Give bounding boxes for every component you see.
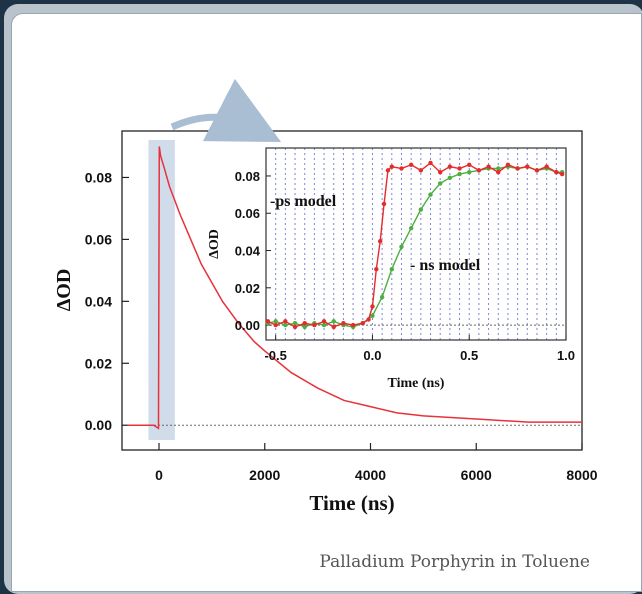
inset-data-point xyxy=(331,324,336,330)
inset-data-point xyxy=(302,321,307,326)
main-y-tick-label: 0.08 xyxy=(85,169,112,185)
inset-data-point xyxy=(321,322,327,328)
inset-x-tick-label: 0.0 xyxy=(363,348,381,363)
inset-data-point xyxy=(377,239,383,244)
inset-data-point xyxy=(370,304,375,309)
inset-data-point xyxy=(418,168,424,173)
inset-x-tick-label: 0.5 xyxy=(460,348,478,363)
inset-data-point xyxy=(312,322,317,328)
main-x-axis-label: Time (ns) xyxy=(309,491,394,515)
inset-data-point xyxy=(265,319,271,324)
inset-data-point xyxy=(385,168,391,173)
inset-data-point xyxy=(302,324,307,330)
inset-data-point xyxy=(389,164,395,169)
inset-data-point xyxy=(389,266,395,272)
inset-data-point xyxy=(525,164,530,169)
inset-y-tick-label: 0.06 xyxy=(235,206,260,221)
inset-y-tick-label: 0.08 xyxy=(235,169,260,184)
inset-data-point xyxy=(437,181,443,186)
inset-data-point xyxy=(273,319,278,324)
zoom-arrow xyxy=(170,78,282,142)
inset-chart: 0.00 0.02 0.04 0.06 0.08 -0.5 0.0 0.5 1.0 Time … xyxy=(207,147,575,391)
inset-data-point xyxy=(331,319,336,324)
inset-data-point xyxy=(467,170,472,175)
inset-data-point xyxy=(515,166,520,171)
inset-data-point xyxy=(350,322,356,328)
inset-data-point xyxy=(476,168,482,173)
inset-x-ticks: -0.5 0.0 0.5 1.0 xyxy=(264,335,575,363)
inset-data-point xyxy=(554,170,559,175)
inset-data-point xyxy=(428,160,433,166)
figure-caption: Palladium Porphyrin in Toluene xyxy=(319,552,590,572)
inset-data-point xyxy=(292,324,298,330)
main-chart: 0.00 0.02 0.04 0.06 0.08 0 2000 4000 6000 8000 T… xyxy=(53,130,598,515)
inset-plot-frame xyxy=(265,147,567,341)
inset-data-point xyxy=(370,313,375,318)
inset-ps-model-points xyxy=(265,160,565,330)
main-x-tick-label: 8000 xyxy=(566,467,597,483)
inset-data-point xyxy=(418,207,424,212)
inset-data-point xyxy=(273,322,278,328)
inset-y-tick-label: 0.00 xyxy=(235,318,260,333)
ns-model-annotation: - ns model xyxy=(410,257,481,274)
inset-data-point xyxy=(321,319,327,324)
inset-x-tick-label: 1.0 xyxy=(557,348,575,363)
main-plot-frame xyxy=(121,130,583,451)
main-y-axis-label: ΔOD xyxy=(53,269,75,312)
inset-data-point xyxy=(399,244,404,249)
inset-x-tick-label: -0.5 xyxy=(264,348,286,363)
main-y-tick-label: 0.06 xyxy=(85,231,112,247)
inset-data-point xyxy=(437,170,443,175)
inset-x-axis-label: Time (ns) xyxy=(388,376,445,391)
inset-data-point xyxy=(283,322,288,328)
main-x-ticks: 0 2000 4000 6000 8000 xyxy=(155,443,598,483)
inset-y-ticks: 0.00 0.02 0.04 0.06 0.08 xyxy=(235,169,271,333)
main-x-tick-label: 0 xyxy=(155,467,163,483)
inset-data-point xyxy=(457,166,462,171)
inset-y-tick-label: 0.04 xyxy=(235,244,261,259)
inset-y-tick-label: 0.02 xyxy=(235,281,260,296)
inset-data-point xyxy=(374,266,379,272)
main-x-tick-label: 6000 xyxy=(461,467,492,483)
inset-data-point xyxy=(505,162,511,167)
inset-data-point xyxy=(457,171,462,177)
inset-data-point xyxy=(428,192,433,197)
inset-background xyxy=(266,148,566,340)
inset-grid-lines xyxy=(275,148,557,340)
inset-data-point xyxy=(534,168,540,173)
main-decay-series xyxy=(127,146,582,430)
inset-data-point xyxy=(360,321,365,326)
inset-data-point xyxy=(381,201,387,207)
inset-data-point xyxy=(408,225,414,231)
inset-data-point xyxy=(496,170,501,175)
inset-data-point xyxy=(447,175,453,181)
ps-model-annotation: -ps model xyxy=(270,193,337,210)
main-y-tick-label: 0.04 xyxy=(85,293,112,309)
inset-data-point xyxy=(283,319,288,324)
inset-data-point xyxy=(447,164,453,169)
inset-data-point xyxy=(366,317,371,322)
inset-data-point xyxy=(544,164,549,169)
main-highlight-band xyxy=(148,140,175,440)
main-y-tick-label: 0.02 xyxy=(85,355,112,371)
inset-data-point xyxy=(467,162,472,167)
main-x-tick-label: 4000 xyxy=(355,467,386,483)
inset-data-point xyxy=(399,166,404,171)
main-x-tick-label: 2000 xyxy=(249,467,280,483)
inset-data-point xyxy=(292,321,298,326)
inset-data-point xyxy=(559,171,565,177)
inset-data-point xyxy=(408,162,414,167)
inset-data-point xyxy=(379,294,385,300)
inset-data-point xyxy=(341,321,346,326)
inset-data-point xyxy=(486,164,491,169)
inset-y-axis-label: ΔOD xyxy=(207,229,222,259)
main-y-ticks: 0.00 0.02 0.04 0.06 0.08 xyxy=(85,169,129,433)
main-y-tick-label: 0.00 xyxy=(85,417,112,433)
inset-data-point xyxy=(496,166,501,171)
